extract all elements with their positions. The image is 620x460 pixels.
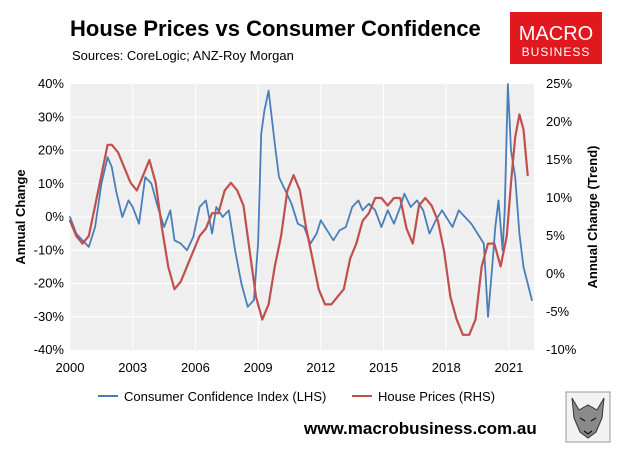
x-tick-label: 2000	[56, 360, 85, 375]
y-right-tick-label: -10%	[546, 342, 577, 357]
y-left-tick-label: -30%	[34, 309, 65, 324]
macrobusiness-logo: MACRO BUSINESS	[510, 12, 602, 64]
y-left-tick-label: 30%	[38, 109, 64, 124]
x-tick-label: 2009	[244, 360, 273, 375]
y-right-tick-label: 15%	[546, 152, 572, 167]
y-axis-right-title: Annual Change (Trend)	[585, 146, 600, 289]
x-tick-label: 2015	[369, 360, 398, 375]
y-right-tick-label: -5%	[546, 304, 570, 319]
logo-line-business: BUSINESS	[522, 45, 591, 59]
legend: Consumer Confidence Index (LHS) House Pr…	[98, 389, 495, 404]
y-left-tick-label: 20%	[38, 143, 64, 158]
y-left-tick-label: -10%	[34, 242, 65, 257]
website-url: www.macrobusiness.com.au	[303, 419, 537, 438]
y-right-tick-label: 5%	[546, 228, 565, 243]
y-right-tick-label: 0%	[546, 266, 565, 281]
x-tick-label: 2006	[181, 360, 210, 375]
legend-label-house-prices: House Prices (RHS)	[378, 389, 495, 404]
y-left-tick-label: 10%	[38, 176, 64, 191]
x-tick-label: 2018	[432, 360, 461, 375]
chart-subtitle: Sources: CoreLogic; ANZ-Roy Morgan	[72, 48, 294, 63]
y-right-tick-label: 20%	[546, 114, 572, 129]
logo-line-macro: MACRO	[519, 23, 593, 45]
series-line-house-prices	[68, 113, 529, 336]
wolf-head-icon	[565, 391, 611, 443]
series-layer	[68, 83, 533, 336]
y-left-tick-label: 40%	[38, 76, 64, 91]
x-tick-label: 2012	[306, 360, 335, 375]
y-right-tick-label: 25%	[546, 76, 572, 91]
x-tick-label: 2003	[118, 360, 147, 375]
y-left-tick-label: 0%	[45, 209, 64, 224]
y-right-tick-label: 10%	[546, 190, 572, 205]
legend-label-consumer-confidence: Consumer Confidence Index (LHS)	[124, 389, 326, 404]
y-left-tick-label: -20%	[34, 276, 65, 291]
chart-title: House Prices vs Consumer Confidence	[70, 16, 481, 41]
x-tick-label: 2021	[494, 360, 523, 375]
y-axis-left-title: Annual Change	[13, 169, 28, 264]
y-left-tick-label: -40%	[34, 342, 65, 357]
tick-labels: -40% -30% -20% -10% 0% 10% 20% 30% 40% 2000 2003 20…	[34, 76, 577, 375]
logo-background	[510, 12, 602, 64]
